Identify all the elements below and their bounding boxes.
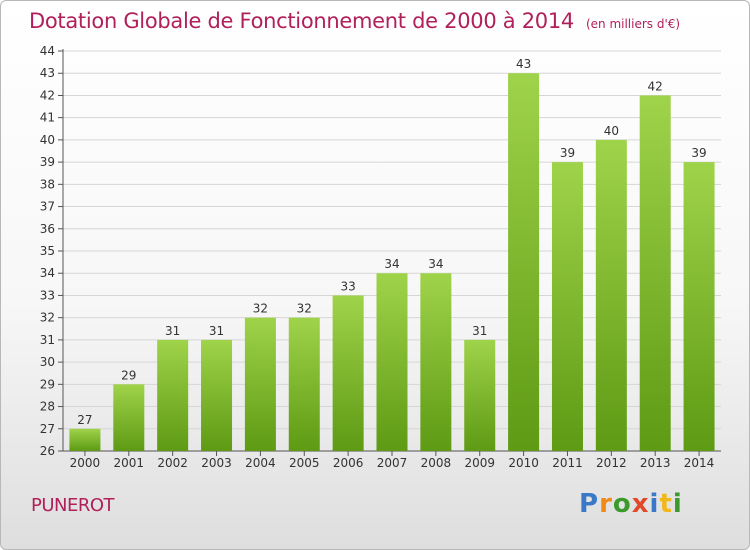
x-tick-label: 2009 — [464, 456, 495, 470]
logo-letter: P — [579, 489, 600, 519]
x-tick-label: 2014 — [684, 456, 715, 470]
bar-2012 — [595, 139, 627, 451]
x-tick-label: 2008 — [421, 456, 452, 470]
y-tick-label: 31 — [40, 333, 55, 347]
data-label-2011: 39 — [560, 146, 575, 160]
data-label-2003: 31 — [209, 324, 224, 338]
bar-2014 — [683, 162, 715, 451]
logo-letter: i — [672, 489, 683, 519]
x-tick-label: 2001 — [114, 456, 145, 470]
commune-name: PUNEROT — [31, 495, 115, 516]
x-tick-label: 2005 — [289, 456, 320, 470]
y-tick-label: 43 — [40, 66, 55, 80]
logo-letter: x — [631, 489, 650, 519]
x-tick-label: 2013 — [640, 456, 671, 470]
y-tick-label: 40 — [40, 133, 55, 147]
data-label-2009: 31 — [472, 324, 487, 338]
y-tick-label: 26 — [40, 444, 55, 458]
data-label-2000: 27 — [77, 413, 92, 427]
y-tick-label: 27 — [40, 422, 55, 436]
bar-2001 — [113, 384, 145, 451]
logo-letter: r — [599, 489, 613, 519]
bar-2008 — [420, 273, 452, 451]
data-label-2005: 32 — [297, 302, 312, 316]
y-tick-label: 32 — [40, 311, 55, 325]
data-label-2006: 33 — [340, 279, 355, 293]
y-tick-label: 37 — [40, 200, 55, 214]
x-tick-label: 2012 — [596, 456, 627, 470]
y-tick-label: 44 — [40, 44, 55, 58]
labels: 2000 27 2001 29 2002 31 2003 31 2004 32 2005 32 2006… — [70, 57, 715, 470]
proxiti-logo: Proxiti — [579, 489, 683, 519]
bar-2006 — [332, 295, 364, 451]
bar-2011 — [551, 162, 583, 451]
y-tick-label: 36 — [40, 222, 55, 236]
bar-2005 — [288, 317, 320, 451]
y-tick-label: 29 — [40, 377, 55, 391]
bar-2004 — [244, 317, 276, 451]
x-tick-label: 2007 — [377, 456, 408, 470]
x-tick-label: 2003 — [201, 456, 232, 470]
y-tick-label: 35 — [40, 244, 55, 258]
bar-2002 — [157, 339, 189, 451]
y-tick-label: 41 — [40, 111, 55, 125]
bar-2013 — [639, 95, 671, 451]
bar-2003 — [201, 339, 233, 451]
data-label-2014: 39 — [691, 146, 706, 160]
bar-2009 — [464, 339, 496, 451]
data-label-2012: 40 — [604, 124, 619, 138]
x-tick-label: 2006 — [333, 456, 364, 470]
chart-title-text: Dotation Globale de Fonctionnement de 20… — [29, 9, 574, 33]
y-tick-label: 38 — [40, 177, 55, 191]
bars — [69, 73, 715, 451]
chart-title: Dotation Globale de Fonctionnement de 20… — [29, 9, 680, 33]
data-label-2001: 29 — [121, 368, 136, 382]
y-tick-label: 34 — [40, 266, 55, 280]
x-tick-label: 2004 — [245, 456, 276, 470]
logo-letter: t — [659, 489, 673, 519]
x-tick-label: 2000 — [70, 456, 101, 470]
bar-2000 — [69, 428, 101, 451]
logo-letter: i — [649, 489, 660, 519]
data-label-2007: 34 — [384, 257, 399, 271]
y-tick-label: 42 — [40, 88, 55, 102]
x-tick-label: 2011 — [552, 456, 583, 470]
data-label-2008: 34 — [428, 257, 443, 271]
bar-2007 — [376, 273, 408, 451]
data-label-2013: 42 — [648, 79, 663, 93]
y-tick-label: 33 — [40, 288, 55, 302]
data-label-2004: 32 — [253, 302, 268, 316]
data-label-2010: 43 — [516, 57, 531, 71]
data-label-2002: 31 — [165, 324, 180, 338]
x-tick-label: 2002 — [157, 456, 188, 470]
logo-letter: o — [612, 489, 632, 519]
y-tick-label: 39 — [40, 155, 55, 169]
axes: 26 27 28 29 30 31 32 33 34 35 36 37 38 39 40 41 42 43 44 — [40, 44, 721, 458]
y-tick-label: 30 — [40, 355, 55, 369]
y-tick-label: 28 — [40, 400, 55, 414]
chart-unit: (en milliers d'€) — [585, 17, 681, 31]
bar-2010 — [508, 73, 540, 451]
x-tick-label: 2010 — [508, 456, 539, 470]
